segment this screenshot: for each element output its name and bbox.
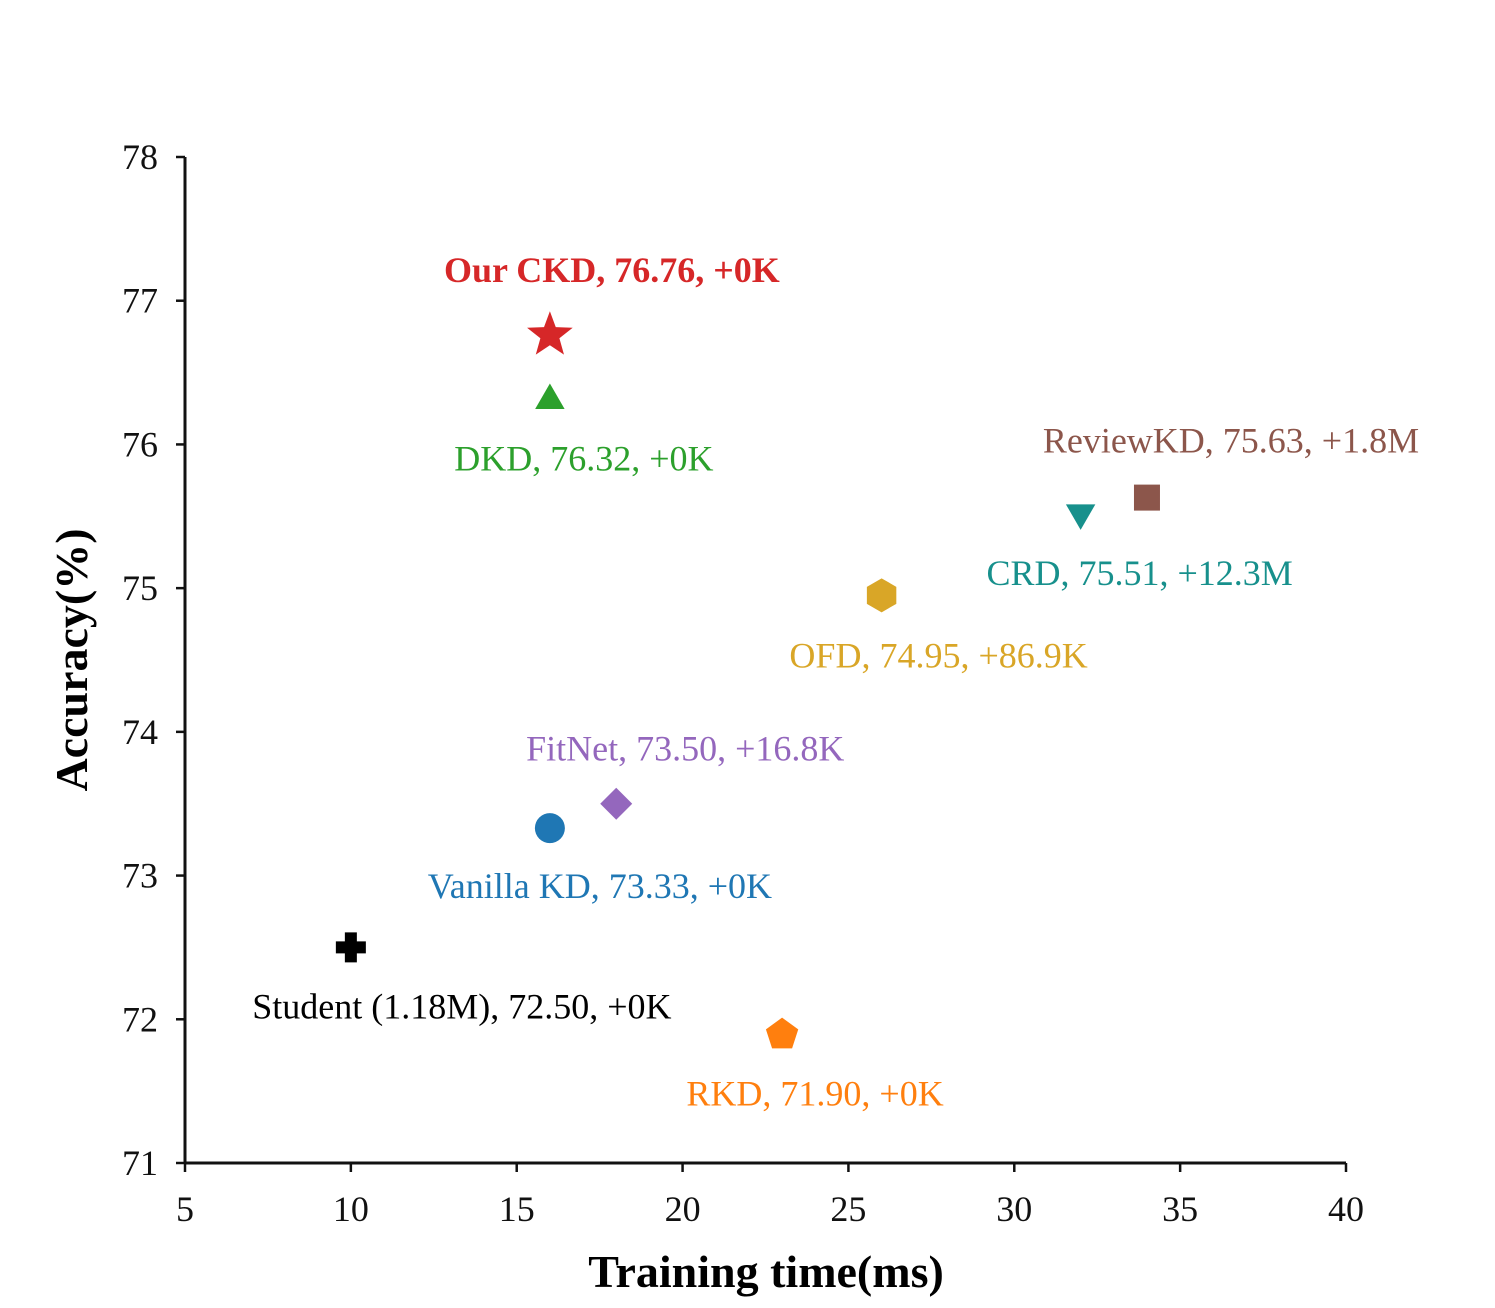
rkd-marker <box>765 1017 799 1049</box>
x-axis-title: Training time(ms) <box>588 1246 944 1297</box>
fitnet-label: FitNet, 73.50, +16.8K <box>526 729 844 769</box>
our-ckd-marker <box>527 311 573 355</box>
x-tick-label: 20 <box>665 1189 701 1229</box>
x-ticks: 5 10 15 20 25 30 35 40 <box>176 1163 1364 1229</box>
y-axis-title: Accuracy(%) <box>46 528 97 791</box>
crd-label: CRD, 75.51, +12.3M <box>986 553 1292 593</box>
y-tick-label: 74 <box>122 712 158 752</box>
y-tick-label: 71 <box>122 1143 158 1183</box>
crd-marker <box>1065 504 1096 530</box>
y-ticks: 71 72 73 74 75 76 77 78 <box>122 137 185 1183</box>
x-tick-label: 15 <box>499 1189 535 1229</box>
y-tick-label: 73 <box>122 856 158 896</box>
data-markers <box>335 311 1160 1049</box>
reviewkd-label: ReviewKD, 75.63, +1.8M <box>1043 421 1419 461</box>
dkd-marker <box>535 383 565 409</box>
our-ckd-label: Our CKD, 76.76, +0K <box>444 250 780 290</box>
ofd-label: OFD, 74.95, +86.9K <box>789 635 1087 675</box>
y-tick-label: 78 <box>122 137 158 177</box>
reviewkd-marker <box>1133 484 1160 511</box>
fitnet-marker <box>600 787 633 820</box>
vanilla-kd-marker <box>534 813 565 844</box>
x-tick-label: 10 <box>333 1189 369 1229</box>
dkd-label: DKD, 76.32, +0K <box>454 438 713 478</box>
data-labels: Our CKD, 76.76, +0K DKD, 76.32, +0K Review… <box>252 250 1419 1113</box>
x-tick-label: 35 <box>1162 1189 1198 1229</box>
student-1-18m-label: Student (1.18M), 72.50, +0K <box>252 986 671 1026</box>
y-tick-label: 77 <box>122 281 158 321</box>
x-tick-label: 40 <box>1328 1189 1364 1229</box>
rkd-label: RKD, 71.90, +0K <box>686 1074 943 1114</box>
x-tick-label: 5 <box>176 1189 194 1229</box>
axes <box>183 157 1346 1165</box>
student-1-18m-marker <box>335 932 366 963</box>
vanilla-kd-label: Vanilla KD, 73.33, +0K <box>428 866 772 906</box>
x-tick-label: 25 <box>830 1189 866 1229</box>
y-tick-label: 75 <box>122 568 158 608</box>
x-tick-label: 30 <box>996 1189 1032 1229</box>
y-tick-label: 76 <box>122 424 158 464</box>
y-tick-label: 72 <box>122 999 158 1039</box>
ofd-marker <box>866 578 897 613</box>
